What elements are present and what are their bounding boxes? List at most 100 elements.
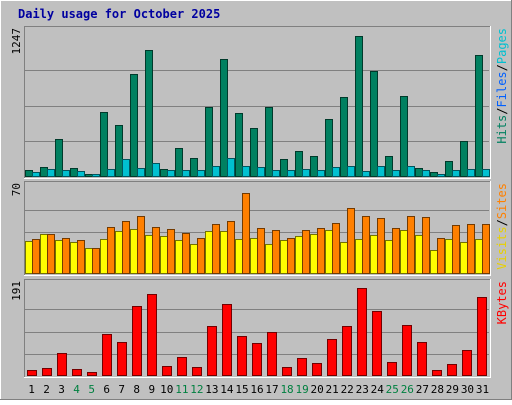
bar-visits: [205, 231, 213, 274]
x-tick-label: 4: [73, 383, 80, 396]
bar-hits: [250, 128, 258, 177]
bar-hits: [235, 113, 243, 177]
bar-kbytes: [282, 367, 292, 376]
bar-pages: [482, 169, 490, 177]
bar-hits: [175, 148, 183, 177]
legend-entry: /: [495, 219, 509, 226]
x-tick-label: 9: [148, 383, 155, 396]
bar-pages: [92, 174, 100, 177]
bar-kbytes: [207, 326, 217, 376]
legend-entry: Hits: [495, 115, 509, 144]
bar-pages: [47, 169, 55, 177]
series-kbytes: [27, 288, 487, 376]
bar-visits: [310, 234, 318, 274]
x-tick-label: 5: [88, 383, 95, 396]
x-tick-label: 23: [356, 383, 369, 396]
x-tick-label: 17: [265, 383, 278, 396]
bar-kbytes: [72, 369, 82, 376]
bar-hits: [475, 55, 483, 177]
bar-kbytes: [297, 358, 307, 376]
bar-kbytes: [357, 288, 367, 376]
bar-kbytes: [27, 370, 37, 376]
bar-visits: [100, 239, 108, 274]
bar-visits: [280, 240, 288, 274]
bar-pages: [332, 167, 340, 177]
bar-pages: [392, 170, 400, 177]
bar-hits: [310, 156, 318, 177]
bar-hits: [55, 139, 63, 177]
bar-hits: [385, 156, 393, 177]
bar-hits: [400, 96, 408, 177]
x-tick-label: 29: [446, 383, 459, 396]
bar-visits: [445, 239, 453, 274]
bar-kbytes: [342, 326, 352, 376]
bar-pages: [167, 170, 175, 177]
series-sites: [32, 193, 490, 274]
bar-kbytes: [417, 342, 427, 376]
bar-pages: [227, 158, 235, 177]
bar-hits: [370, 71, 378, 177]
bar-pages: [62, 170, 70, 177]
x-tick-label: 8: [133, 383, 140, 396]
bar-kbytes: [192, 367, 202, 376]
bar-kbytes: [87, 372, 97, 376]
bar-hits: [160, 169, 168, 177]
bar-sites: [332, 223, 340, 274]
bar-kbytes: [57, 353, 67, 376]
bar-pages: [152, 163, 160, 177]
bar-visits: [115, 231, 123, 274]
bar-sites: [107, 227, 115, 274]
bar-hits: [130, 74, 138, 177]
bar-pages: [437, 174, 445, 177]
bar-kbytes: [237, 336, 247, 376]
bar-sites: [302, 230, 310, 274]
bar-pages: [467, 169, 475, 177]
bar-kbytes: [387, 362, 397, 376]
legend-entry: Pages: [495, 28, 509, 64]
bar-sites: [392, 228, 400, 274]
bar-visits: [130, 229, 138, 274]
legend-entry: KBytes: [495, 281, 509, 324]
bar-sites: [257, 228, 265, 274]
bar-visits: [220, 231, 228, 274]
bar-sites: [362, 216, 370, 274]
x-tick-label: 13: [205, 383, 218, 396]
bar-sites: [287, 238, 295, 274]
bar-sites: [242, 193, 250, 274]
bar-visits: [415, 235, 423, 274]
legend: Visits/Sites: [495, 183, 509, 270]
x-tick-label: 27: [416, 383, 429, 396]
bar-hits: [220, 59, 228, 177]
bar-pages: [287, 170, 295, 177]
bar-kbytes: [312, 363, 322, 376]
bar-hits: [415, 168, 423, 177]
bar-hits: [205, 107, 213, 177]
bar-hits: [280, 159, 288, 177]
bar-pages: [137, 168, 145, 177]
bar-kbytes: [252, 343, 262, 376]
bar-sites: [482, 224, 490, 274]
bar-visits: [385, 240, 393, 274]
bar-kbytes: [462, 350, 472, 376]
bar-sites: [227, 221, 235, 274]
bar-sites: [152, 227, 160, 274]
bar-sites: [347, 208, 355, 274]
x-tick-label: 24: [371, 383, 385, 396]
y-max-label: 191: [10, 281, 23, 301]
bar-pages: [32, 172, 40, 177]
panel-kbytes: 191 KBytes: [10, 279, 509, 378]
x-tick-label: 19: [295, 383, 308, 396]
bar-hits: [355, 36, 363, 177]
bar-kbytes: [327, 339, 337, 376]
x-tick-label: 31: [476, 383, 489, 396]
bar-sites: [47, 234, 55, 274]
x-tick-label: 25: [386, 383, 399, 396]
x-tick-label: 6: [103, 383, 110, 396]
bar-pages: [182, 170, 190, 177]
bar-visits: [250, 238, 258, 274]
bar-hits: [340, 97, 348, 177]
bar-sites: [77, 240, 85, 274]
bar-hits: [445, 161, 453, 177]
